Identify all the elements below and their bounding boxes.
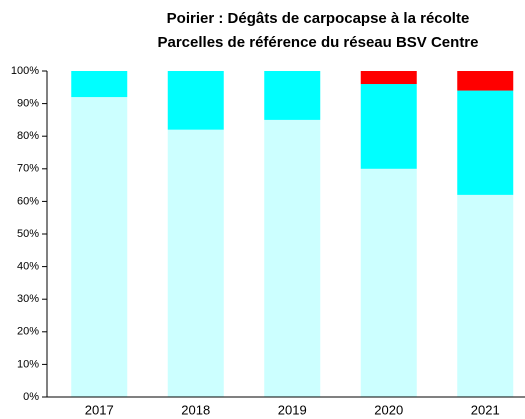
bar-segment: [264, 119, 321, 398]
bar-segment: [360, 71, 417, 85]
x-tick-label: 2018: [181, 402, 210, 417]
x-tick-label: 2017: [85, 402, 114, 417]
y-tick-label: 50%: [17, 228, 39, 240]
y-tick-label: 70%: [17, 163, 39, 175]
x-tick-label: 2021: [471, 402, 500, 417]
y-tick-label: 80%: [17, 130, 39, 142]
bar-segment: [264, 71, 321, 120]
bar-segment: [457, 194, 514, 397]
bar-segment: [71, 71, 128, 98]
x-tick-label: 2020: [374, 402, 403, 417]
bar-segment: [457, 90, 514, 195]
bar-segment: [360, 168, 417, 397]
y-tick-label: 30%: [17, 293, 39, 305]
bar-segment: [457, 71, 514, 91]
y-tick-label: 100%: [11, 65, 39, 77]
y-tick-label: 20%: [17, 326, 39, 338]
y-tick-label: 40%: [17, 261, 39, 273]
bar-segment: [167, 71, 224, 130]
y-tick-label: 90%: [17, 98, 39, 110]
y-tick-label: 10%: [17, 358, 39, 370]
x-tick-label: 2019: [278, 402, 307, 417]
y-tick-label: 0%: [23, 391, 39, 403]
chart-title: Poirier : Dégâts de carpocapse à la réco…: [167, 10, 470, 27]
chart-subtitle: Parcelles de référence du réseau BSV Cen…: [158, 34, 479, 51]
bar-segment: [71, 97, 128, 397]
y-tick-label: 60%: [17, 195, 39, 207]
bar-segment: [360, 84, 417, 169]
bar-segment: [167, 129, 224, 397]
